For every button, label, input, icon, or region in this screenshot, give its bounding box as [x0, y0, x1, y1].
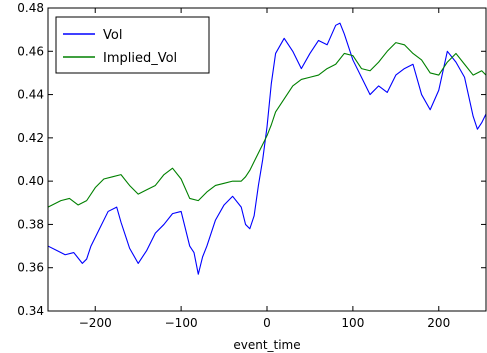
legend-box: [55, 16, 210, 74]
x-tick-label: −100: [165, 316, 198, 330]
x-tick-label: 100: [341, 316, 364, 330]
x-axis-title: event_time: [233, 338, 300, 352]
series-layer: [47, 22, 487, 275]
legend: Vol Implied_Vol: [55, 16, 210, 74]
y-tick-label: 0.36: [17, 261, 44, 275]
x-tick-label: −200: [79, 316, 112, 330]
y-tick-label: 0.46: [17, 44, 44, 58]
series-line-implied-vol: [47, 42, 487, 208]
y-tick-label: 0.38: [17, 217, 44, 231]
y-tick-label: 0.44: [17, 88, 44, 102]
y-tick-label: 0.48: [17, 1, 44, 15]
y-tick-label: 0.42: [17, 131, 44, 145]
x-axis: −200 −100 0 100 200: [79, 8, 450, 330]
y-tick-label: 0.34: [17, 304, 44, 318]
y-axis: 0.34 0.36 0.38 0.40 0.42 0.44 0.46 0.48: [17, 1, 486, 318]
x-tick-label: 0: [263, 316, 271, 330]
legend-label: Implied_Vol: [103, 51, 177, 66]
x-tick-label: 200: [427, 316, 450, 330]
y-tick-label: 0.40: [17, 174, 44, 188]
legend-label: Vol: [103, 28, 122, 43]
series-line-vol: [47, 22, 487, 275]
